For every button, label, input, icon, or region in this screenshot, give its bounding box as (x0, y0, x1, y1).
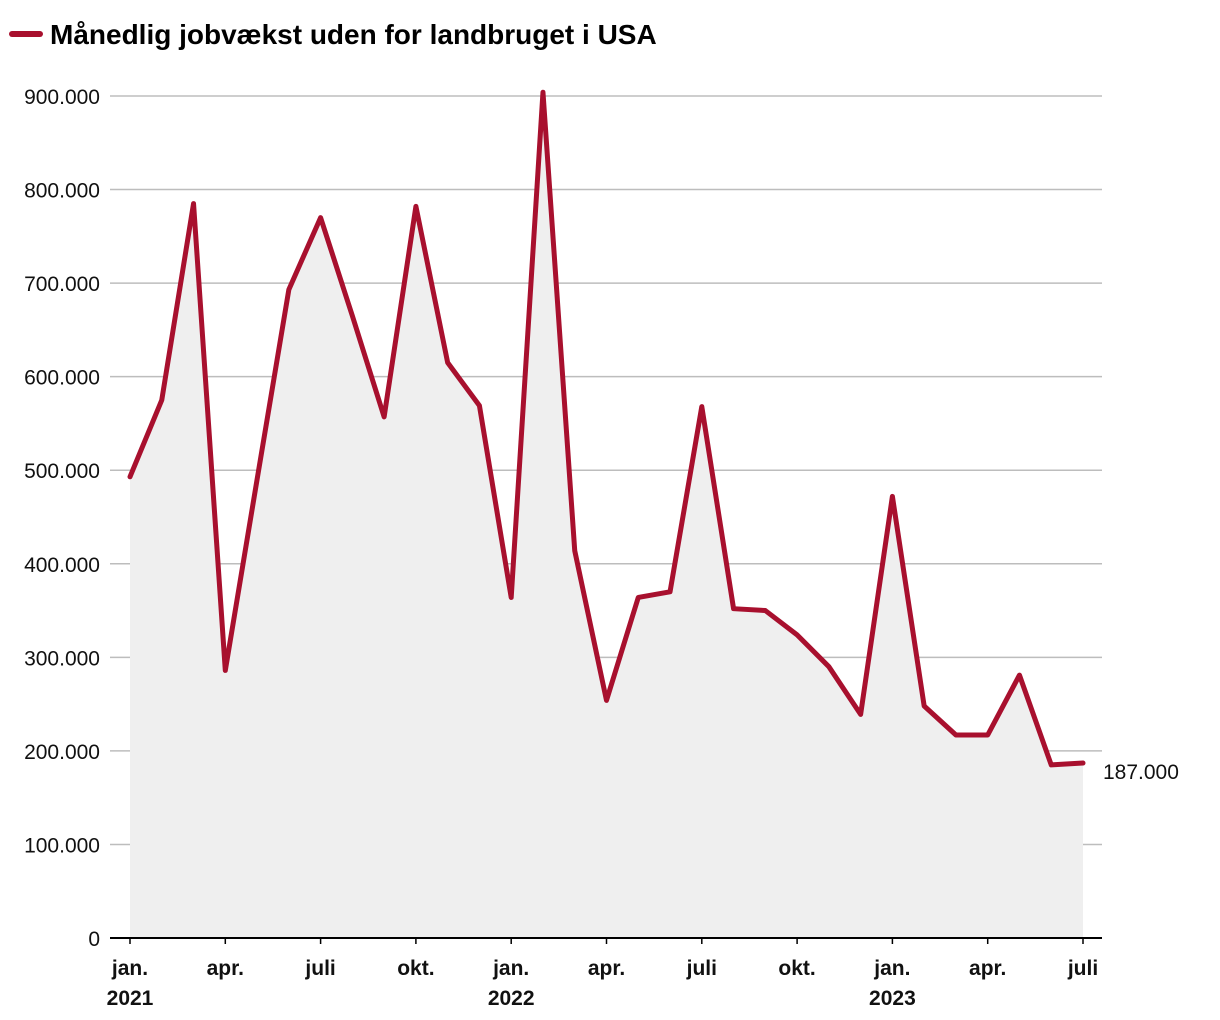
data-labels: 187.000 (1103, 761, 1179, 784)
y-tick-label: 200.000 (24, 741, 100, 764)
y-tick-label: 400.000 (24, 554, 100, 577)
x-axis-tick-labels: jan. 2021 apr. juli okt. jan. 2022 apr. juli okt.… (107, 957, 1099, 1010)
x-tick-label: apr. (207, 957, 244, 980)
x-tick-label: jan. (492, 957, 529, 980)
x-tick-label: okt. (397, 957, 434, 980)
y-tick-label: 300.000 (24, 647, 100, 670)
line-layer (127, 89, 1086, 768)
y-tick-label: 0 (88, 928, 100, 951)
area-fill (130, 92, 1083, 939)
y-tick-label: 100.000 (24, 834, 100, 857)
x-tick-label: juli (304, 957, 335, 980)
x-tick-label: jan. (111, 957, 148, 980)
y-tick-label: 900.000 (24, 86, 100, 109)
legend: Månedlig jobvækst uden for landbruget i … (9, 19, 657, 50)
x-tick-year-label: 2022 (488, 987, 535, 1010)
legend-label: Månedlig jobvækst uden for landbruget i … (50, 19, 657, 50)
area-layer (130, 92, 1083, 939)
y-tick-label: 800.000 (24, 180, 100, 203)
x-tick-year-label: 2023 (869, 987, 916, 1010)
y-axis-tick-labels: 0 100.000 200.000 300.000 400.000 500.000 600.… (24, 86, 100, 951)
x-tick-label: juli (1067, 957, 1098, 980)
y-tick-label: 700.000 (24, 273, 100, 296)
x-tick-year-label: 2021 (107, 987, 154, 1010)
series-line (127, 89, 1086, 768)
y-tick-label: 600.000 (24, 367, 100, 390)
x-tick-label: apr. (969, 957, 1006, 980)
x-tick-label: jan. (873, 957, 910, 980)
y-tick-label: 500.000 (24, 460, 100, 483)
x-tick-label: juli (686, 957, 717, 980)
x-tick-label: okt. (778, 957, 815, 980)
end-value-label: 187.000 (1103, 761, 1179, 784)
axes (110, 937, 1102, 944)
x-tick-label: apr. (588, 957, 625, 980)
